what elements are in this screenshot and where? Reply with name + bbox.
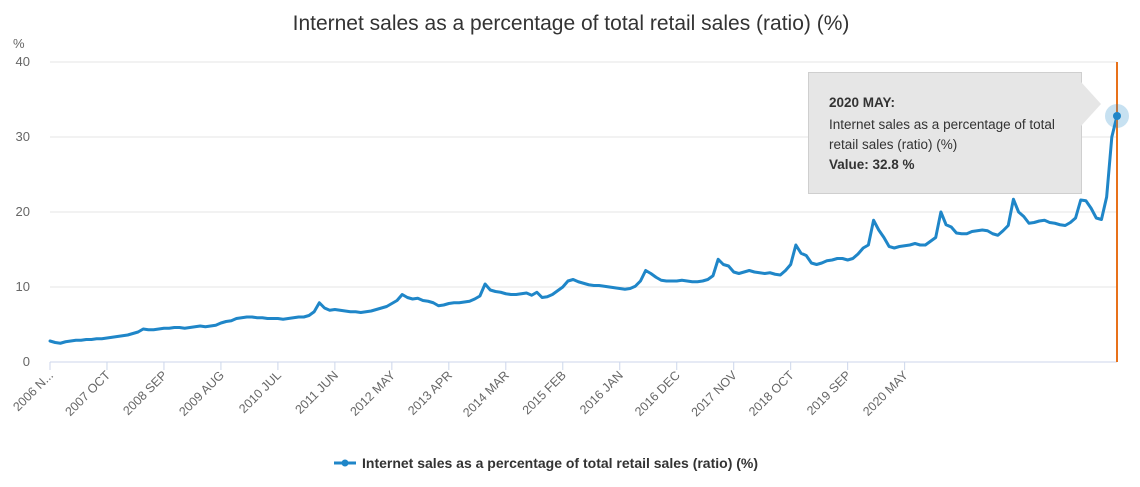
x-tick-label: 2016 JAN [577,368,626,417]
tooltip-pointer-icon [1081,82,1101,126]
x-tick-label: 2009 AUG [176,368,227,419]
legend[interactable]: Internet sales as a percentage of total … [334,455,758,471]
x-tick-label: 2007 OCT [62,368,113,419]
chart-title: Internet sales as a percentage of total … [293,12,850,35]
x-tick-label: 2017 NOV [689,368,741,420]
y-tick-label: 0 [23,354,30,369]
x-tick-label: 2018 OCT [746,368,797,419]
x-tick-label: 2015 FEB [520,368,569,417]
tooltip-label: Internet sales as a percentage of total … [829,117,1055,152]
x-axis-ticks: 2006 N... 2007 OCT 2008 SEP 2009 AUG 2010 JU… [10,362,911,420]
y-axis-ticks: 0 10 20 30 40 [16,54,30,369]
y-axis-unit-label: % [13,36,25,51]
legend-marker-icon [341,459,349,467]
highlight-layer [1105,62,1129,362]
y-tick-label: 20 [16,204,30,219]
x-tick-label: 2016 DEC [632,368,683,419]
tooltip-value: Value: 32.8 % [829,157,915,172]
y-tick-label: 30 [16,129,30,144]
x-tick-label: 2008 SEP [120,368,170,418]
x-tick-label: 2014 MAR [460,368,512,420]
series-line[interactable] [48,114,1119,345]
x-tick-label: 2011 JUN [292,368,341,417]
x-tick-label: 2020 MAY [860,368,911,419]
legend-label[interactable]: Internet sales as a percentage of total … [362,455,758,471]
x-tick-label: 2019 SEP [804,368,854,418]
x-tick-label: 2006 N... [10,368,56,414]
x-tick-label: 2013 APR [405,368,455,418]
x-tick-label: 2012 MAY [347,368,398,419]
y-tick-label: 40 [16,54,30,69]
data-point[interactable] [1113,112,1121,120]
tooltip-title: 2020 MAY: [829,95,896,110]
y-tick-label: 10 [16,279,30,294]
grid [50,61,1117,363]
series-layer[interactable] [48,114,1119,345]
tooltip: 2020 MAY: Internet sales as a percentage… [808,72,1082,194]
x-tick-label: 2010 JUL [236,368,284,416]
